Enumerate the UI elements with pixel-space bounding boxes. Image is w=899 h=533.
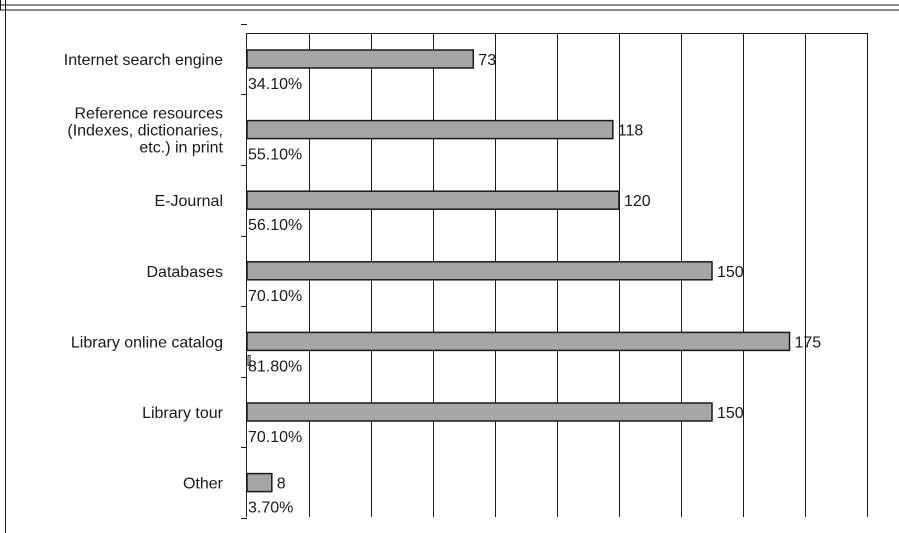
- value-label: 175: [795, 334, 822, 351]
- percent-label: 81.80%: [248, 358, 302, 375]
- category-label-line: Library tour: [142, 405, 224, 422]
- bar: [246, 261, 713, 281]
- value-label: 150: [717, 405, 744, 422]
- bar: [246, 190, 620, 210]
- value-label: 118: [618, 123, 644, 140]
- category-label: Reference resources (Indexes, dictionarie…: [67, 106, 223, 157]
- percent-label: 3.70%: [248, 500, 293, 517]
- category-label-line: etc.) in print: [139, 140, 223, 157]
- percent-label: 56.10%: [248, 217, 302, 234]
- category-label: Internet search engine: [64, 52, 223, 69]
- bar: [246, 119, 614, 140]
- category-label: Databases: [147, 264, 224, 281]
- value-label: 150: [717, 264, 744, 281]
- category-label-line: Databases: [147, 264, 224, 281]
- category-label: Other: [183, 476, 224, 493]
- labels: 73 34.10% Internet search engine 118 55.10% R…: [64, 52, 822, 517]
- category-label-line: E-Journal: [155, 193, 223, 210]
- bar: [246, 472, 273, 493]
- small-marker: [247, 354, 251, 366]
- bar: [246, 49, 475, 69]
- value-label: 73: [478, 52, 496, 69]
- category-label: E-Journal: [155, 193, 223, 210]
- bar: [246, 331, 791, 352]
- percent-label: 55.10%: [248, 147, 302, 164]
- category-label-line: Internet search engine: [64, 52, 223, 69]
- bar: [246, 402, 713, 422]
- percent-label: 34.10%: [248, 76, 302, 93]
- bars: [246, 49, 791, 493]
- category-label-line: Other: [183, 476, 224, 493]
- percent-label: 70.10%: [248, 288, 302, 305]
- percent-label: 70.10%: [248, 429, 302, 446]
- category-label: Library online catalog: [71, 334, 223, 351]
- value-label: 8: [277, 476, 286, 493]
- category-label-line: (Indexes, dictionaries,: [67, 123, 223, 140]
- category-label-line: Library online catalog: [71, 334, 223, 351]
- category-label-line: Reference resources: [74, 106, 223, 123]
- value-label: 120: [624, 193, 651, 210]
- category-label: Library tour: [142, 405, 224, 422]
